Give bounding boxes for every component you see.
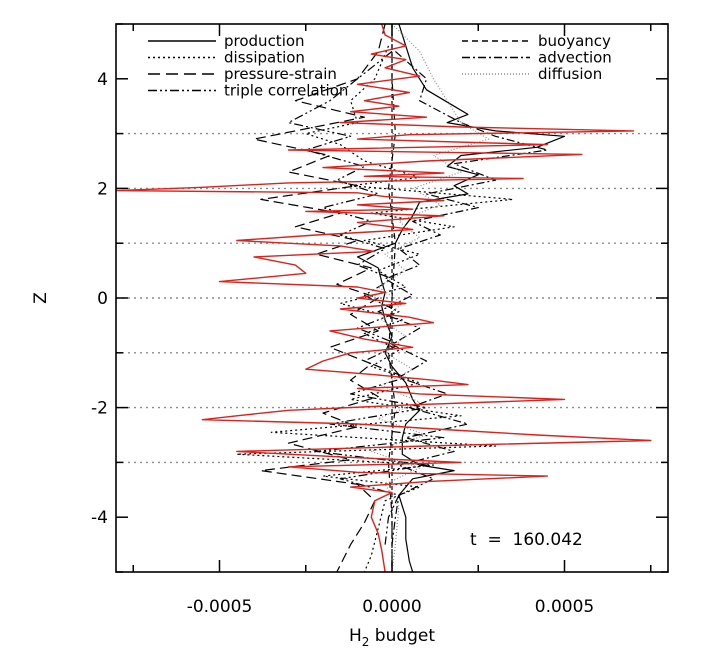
legend-label: production — [224, 32, 305, 50]
legend-label: dissipation — [224, 49, 305, 67]
tick-labels: -0.0005 0.0000 0.0005 -4 -2 0 2 4 — [91, 70, 594, 617]
series-line-dissipation — [236, 45, 514, 572]
series-line-pressure-strain — [253, 24, 386, 572]
y-axis-label: Z — [31, 292, 51, 304]
legend-label: advection — [538, 49, 612, 67]
x-tick-label: 0.0005 — [535, 597, 594, 617]
y-tick-label: 2 — [97, 179, 108, 199]
series-line-triple-correlation — [287, 50, 445, 545]
legend: productiondissipationpressure-straintrip… — [148, 32, 612, 100]
series-line-production — [356, 24, 566, 572]
series-line-total — [116, 24, 652, 572]
y-tick-label: 4 — [97, 70, 108, 90]
legend-label: buoyancy — [538, 32, 611, 50]
y-tick-label: -2 — [91, 399, 108, 419]
legend-label: diffusion — [538, 65, 602, 83]
series-group — [116, 24, 652, 572]
x-axis-label: H2 budget — [349, 626, 435, 649]
y-tick-label: -4 — [91, 508, 108, 528]
legend-label: triple correlation — [224, 82, 348, 100]
axis-ticks — [116, 23, 668, 573]
time-annotation: t = 160.042 — [470, 530, 583, 550]
series-line-advection — [377, 50, 548, 545]
x-tick-label: 0.0000 — [362, 597, 421, 617]
y-tick-label: 0 — [97, 289, 108, 309]
x-tick-label: -0.0005 — [187, 597, 253, 617]
legend-label: pressure-strain — [224, 65, 337, 83]
